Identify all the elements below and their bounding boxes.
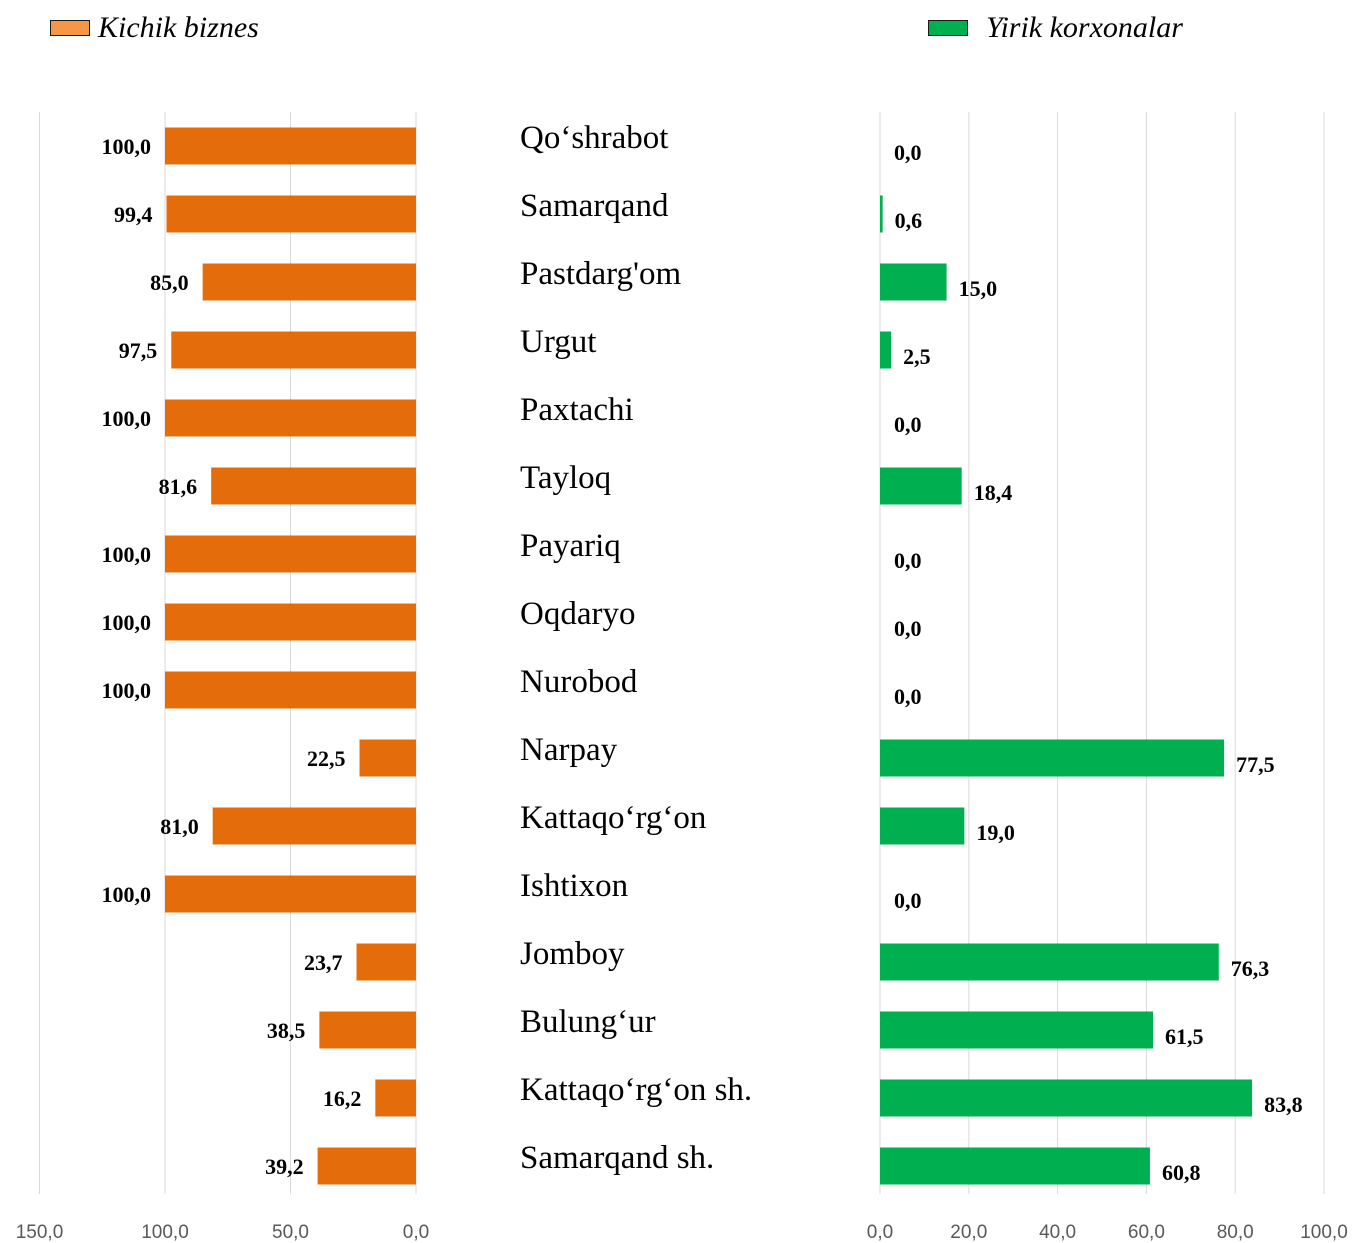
large-enterprises-bar xyxy=(880,739,1225,777)
large-enterprises-data-label: 18,4 xyxy=(974,480,1013,505)
large-enterprises-data-label: 0,6 xyxy=(895,208,923,233)
left-axis-tick-label: 50,0 xyxy=(272,1222,309,1243)
right-axis-tick-label: 40,0 xyxy=(1039,1222,1076,1243)
category-label: Qo‘shrabot xyxy=(520,120,668,156)
small-business-bar xyxy=(166,195,416,233)
small-business-data-label: 99,4 xyxy=(114,202,153,227)
small-business-data-label: 97,5 xyxy=(119,338,158,363)
right-axis-tick-label: 20,0 xyxy=(950,1222,987,1243)
small-business-bar xyxy=(171,331,416,369)
large-enterprises-bar xyxy=(880,943,1219,981)
category-label: Narpay xyxy=(520,732,618,768)
category-label: Tayloq xyxy=(520,460,611,496)
legend-label-small-business: Kichik biznes xyxy=(98,11,259,44)
large-enterprises-data-label: 0,0 xyxy=(894,548,922,573)
large-enterprises-bar xyxy=(880,1079,1253,1117)
small-business-data-label: 81,0 xyxy=(160,814,199,839)
small-business-data-label: 100,0 xyxy=(102,678,152,703)
category-label: Payariq xyxy=(520,528,621,564)
small-business-bar xyxy=(165,875,416,913)
legend-swatch-small-business xyxy=(50,20,90,36)
category-label: Samarqand sh. xyxy=(520,1140,714,1176)
small-business-data-label: 100,0 xyxy=(102,882,152,907)
legend-large-enterprises: Yirik korxonalar xyxy=(928,10,1183,46)
large-enterprises-data-label: 76,3 xyxy=(1231,956,1270,981)
large-enterprises-data-label: 19,0 xyxy=(976,820,1015,845)
right-axis-tick-label: 80,0 xyxy=(1217,1222,1254,1243)
small-business-bar xyxy=(202,263,416,301)
small-business-data-label: 85,0 xyxy=(150,270,189,295)
small-business-data-label: 39,2 xyxy=(265,1154,304,1179)
left-axis-tick-label: 100,0 xyxy=(141,1222,189,1243)
small-business-data-label: 23,7 xyxy=(304,950,343,975)
small-business-data-label: 100,0 xyxy=(102,406,152,431)
left-axis-tick-label: 150,0 xyxy=(16,1222,64,1243)
category-label: Bulung‘ur xyxy=(520,1004,656,1040)
category-label: Kattaqo‘rg‘on sh. xyxy=(520,1072,752,1108)
small-business-bar xyxy=(375,1079,416,1117)
large-enterprises-data-label: 83,8 xyxy=(1264,1092,1303,1117)
small-business-bar xyxy=(317,1147,416,1185)
large-enterprises-bar xyxy=(880,195,883,233)
category-label: Paxtachi xyxy=(520,392,634,428)
category-label: Ishtixon xyxy=(520,868,628,904)
small-business-data-label: 22,5 xyxy=(307,746,346,771)
large-enterprises-data-label: 0,0 xyxy=(894,888,922,913)
large-enterprises-data-label: 61,5 xyxy=(1165,1024,1204,1049)
small-business-data-label: 16,2 xyxy=(323,1086,362,1111)
small-business-bar xyxy=(165,603,416,641)
large-enterprises-bar xyxy=(880,467,962,505)
right-axis-tick-label: 60,0 xyxy=(1128,1222,1165,1243)
small-business-bar xyxy=(319,1011,416,1049)
small-business-bar xyxy=(356,943,416,981)
small-business-data-label: 38,5 xyxy=(267,1018,306,1043)
small-business-data-label: 81,6 xyxy=(159,474,198,499)
small-business-bar xyxy=(165,671,416,709)
large-enterprises-data-label: 77,5 xyxy=(1236,752,1275,777)
large-enterprises-bar xyxy=(880,1147,1150,1185)
category-label: Jomboy xyxy=(520,936,625,972)
small-business-data-label: 100,0 xyxy=(102,610,152,635)
legend-swatch-large-enterprises xyxy=(928,20,968,36)
large-enterprises-bar xyxy=(880,331,892,369)
category-label: Nurobod xyxy=(520,664,638,700)
large-enterprises-data-label: 0,0 xyxy=(894,616,922,641)
large-enterprises-data-label: 0,0 xyxy=(894,140,922,165)
large-enterprises-data-label: 2,5 xyxy=(903,344,931,369)
small-business-bar xyxy=(359,739,416,777)
category-label: Pastdarg'om xyxy=(520,256,681,292)
large-enterprises-data-label: 60,8 xyxy=(1162,1160,1201,1185)
left-axis-tick-label: 0,0 xyxy=(403,1222,429,1243)
large-enterprises-bar xyxy=(880,807,965,845)
category-label: Kattaqo‘rg‘on xyxy=(520,800,706,836)
small-business-bar xyxy=(211,467,416,505)
small-business-data-label: 100,0 xyxy=(102,542,152,567)
small-business-bar xyxy=(165,399,416,437)
small-business-bar xyxy=(165,127,416,165)
right-axis-tick-label: 100,0 xyxy=(1300,1222,1348,1243)
large-enterprises-bar xyxy=(880,1011,1154,1049)
small-business-bar xyxy=(212,807,416,845)
right-axis-tick-label: 0,0 xyxy=(867,1222,893,1243)
legend-label-large-enterprises: Yirik korxonalar xyxy=(986,11,1183,44)
small-business-bar xyxy=(165,535,416,573)
category-label: Samarqand xyxy=(520,188,669,224)
category-label: Urgut xyxy=(520,324,596,360)
large-enterprises-data-label: 15,0 xyxy=(959,276,998,301)
legend-small-business: Kichik biznes xyxy=(50,10,259,46)
large-enterprises-bar xyxy=(880,263,947,301)
large-enterprises-data-label: 0,0 xyxy=(894,684,922,709)
small-business-data-label: 100,0 xyxy=(102,134,152,159)
large-enterprises-data-label: 0,0 xyxy=(894,412,922,437)
category-label: Oqdaryo xyxy=(520,596,635,632)
